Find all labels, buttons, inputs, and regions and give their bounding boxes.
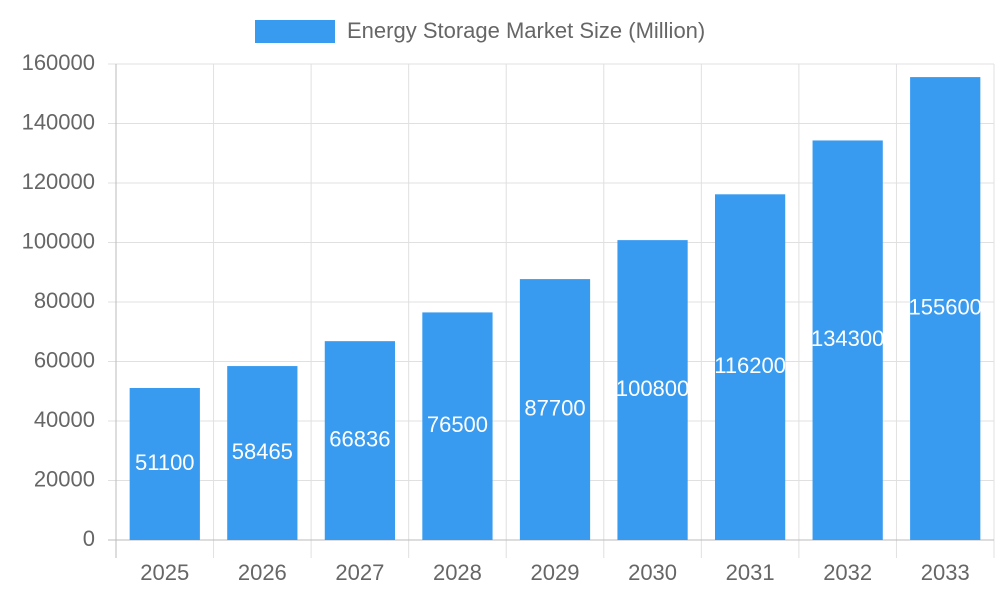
y-tick-label: 60000 xyxy=(34,347,95,372)
data-label: 100800 xyxy=(616,376,689,401)
x-tick-label: 2031 xyxy=(726,560,775,585)
y-tick-label: 20000 xyxy=(34,466,95,491)
x-tick-label: 2030 xyxy=(628,560,677,585)
y-tick-label: 160000 xyxy=(22,50,95,75)
legend-swatch xyxy=(255,20,335,43)
bar xyxy=(324,341,396,540)
y-tick-label: 140000 xyxy=(22,109,95,134)
bar xyxy=(519,279,591,540)
x-tick-label: 2029 xyxy=(531,560,580,585)
data-label: 116200 xyxy=(714,353,786,378)
bar xyxy=(422,312,493,540)
y-tick-label: 40000 xyxy=(34,407,95,432)
bar xyxy=(617,240,688,540)
x-tick-label: 2032 xyxy=(823,560,872,585)
data-label: 51100 xyxy=(135,450,195,475)
bar xyxy=(129,387,200,540)
bar xyxy=(227,366,298,540)
legend-label: Energy Storage Market Size (Million) xyxy=(347,18,705,43)
y-tick-label: 0 xyxy=(83,526,95,551)
x-tick-label: 2027 xyxy=(335,560,384,585)
x-tick-label: 2026 xyxy=(238,560,287,585)
bar xyxy=(714,194,786,540)
data-label: 134300 xyxy=(811,326,884,351)
data-label: 66836 xyxy=(329,426,390,451)
bar xyxy=(910,77,981,540)
y-tick-label: 80000 xyxy=(34,288,95,313)
data-label: 76500 xyxy=(427,412,488,437)
data-label: 58465 xyxy=(232,439,293,464)
x-tick-label: 2033 xyxy=(921,560,970,585)
x-tick-label: 2028 xyxy=(433,560,482,585)
bar xyxy=(812,140,883,540)
y-tick-label: 100000 xyxy=(22,228,95,253)
x-tick-label: 2025 xyxy=(140,560,189,585)
y-tick-label: 120000 xyxy=(22,169,95,194)
data-label: 155600 xyxy=(909,294,982,319)
data-label: 87700 xyxy=(524,395,585,420)
